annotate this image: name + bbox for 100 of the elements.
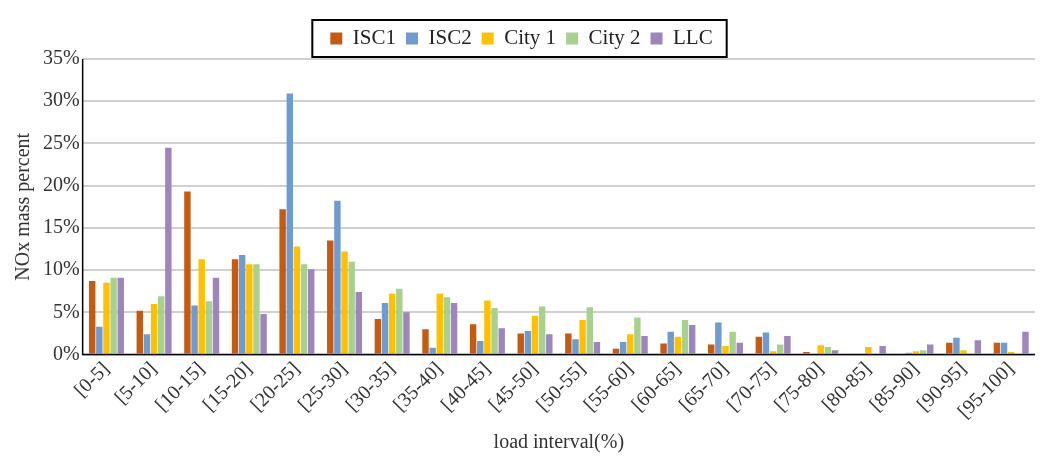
bar xyxy=(879,346,886,354)
bar xyxy=(546,334,553,354)
bar xyxy=(96,326,103,354)
bar xyxy=(334,200,341,354)
bar xyxy=(403,312,410,354)
bar xyxy=(286,93,294,354)
y-tick-label: 25% xyxy=(42,130,80,153)
y-tick-label: 10% xyxy=(42,257,80,280)
bar xyxy=(946,342,953,354)
bar xyxy=(293,246,301,354)
bar xyxy=(436,293,443,354)
bar xyxy=(688,324,696,354)
bar xyxy=(612,348,620,354)
bar xyxy=(191,305,198,354)
bar xyxy=(755,336,763,354)
y-tick-label: 35% xyxy=(42,46,80,69)
bar xyxy=(103,282,110,354)
bar xyxy=(1022,331,1029,354)
bar xyxy=(538,306,546,354)
bar xyxy=(165,147,172,354)
bar xyxy=(443,297,451,354)
bar xyxy=(1000,342,1008,354)
bar xyxy=(477,341,484,354)
bar xyxy=(110,277,117,354)
bar xyxy=(722,346,729,354)
bar xyxy=(158,296,165,354)
bar xyxy=(517,333,524,354)
bar xyxy=(865,346,872,354)
bar xyxy=(912,351,920,354)
bar xyxy=(919,350,927,354)
bar xyxy=(736,342,743,354)
bar xyxy=(572,339,579,354)
bar xyxy=(308,269,315,354)
bar xyxy=(831,350,839,354)
bar xyxy=(579,319,586,354)
legend-label: City 1 xyxy=(504,25,557,50)
bar xyxy=(762,332,770,354)
bar xyxy=(498,328,505,354)
bar xyxy=(491,308,498,354)
bar xyxy=(253,264,260,354)
bar xyxy=(784,335,791,354)
bar xyxy=(674,336,682,354)
y-tick-label: 5% xyxy=(52,299,80,322)
bar xyxy=(817,345,824,354)
bar xyxy=(117,277,124,354)
legend-label: ISC2 xyxy=(428,25,472,50)
bar xyxy=(974,340,982,354)
bar xyxy=(565,333,572,354)
y-axis-title: NOx mass percent xyxy=(11,132,35,281)
bar xyxy=(586,307,593,354)
bar xyxy=(279,209,286,354)
bar xyxy=(619,341,627,354)
bar xyxy=(260,314,267,354)
bar xyxy=(715,322,722,354)
legend-label: ISC1 xyxy=(352,25,396,50)
bar xyxy=(729,331,736,354)
bar xyxy=(246,264,253,354)
bar xyxy=(824,346,832,354)
bar xyxy=(88,281,96,354)
bar xyxy=(641,335,648,354)
y-tick-label: 0% xyxy=(52,341,80,364)
bar xyxy=(660,343,667,354)
bar xyxy=(769,351,777,354)
bar xyxy=(484,300,491,354)
bar xyxy=(348,261,355,354)
bar xyxy=(667,331,674,354)
bar xyxy=(953,337,960,354)
bar xyxy=(388,293,396,354)
bar xyxy=(634,317,641,354)
x-axis-title: load interval(%) xyxy=(493,430,625,454)
bar xyxy=(355,292,363,354)
bar xyxy=(231,259,239,354)
bar xyxy=(593,341,601,354)
bar xyxy=(396,288,403,354)
bar xyxy=(450,303,458,354)
bar xyxy=(422,329,429,354)
bar xyxy=(960,350,967,354)
bar xyxy=(341,251,348,354)
bar xyxy=(184,191,191,354)
bar xyxy=(524,330,532,354)
bar xyxy=(777,344,784,354)
bar xyxy=(707,344,715,354)
y-tick-label: 15% xyxy=(42,215,80,238)
legend-label: LLC xyxy=(673,25,713,50)
bar xyxy=(381,303,389,354)
bar xyxy=(198,259,205,354)
bar xyxy=(993,342,1001,354)
legend-label: City 2 xyxy=(588,25,641,50)
bar xyxy=(927,344,934,354)
bar xyxy=(531,315,539,354)
bar xyxy=(136,310,144,354)
bar xyxy=(627,334,634,354)
bar xyxy=(143,334,151,354)
bar xyxy=(205,301,213,354)
bar xyxy=(300,264,308,354)
bar xyxy=(681,319,689,354)
y-tick-label: 20% xyxy=(42,172,80,195)
bar xyxy=(150,303,158,354)
bar xyxy=(429,347,436,354)
y-tick-label: 30% xyxy=(42,88,80,111)
